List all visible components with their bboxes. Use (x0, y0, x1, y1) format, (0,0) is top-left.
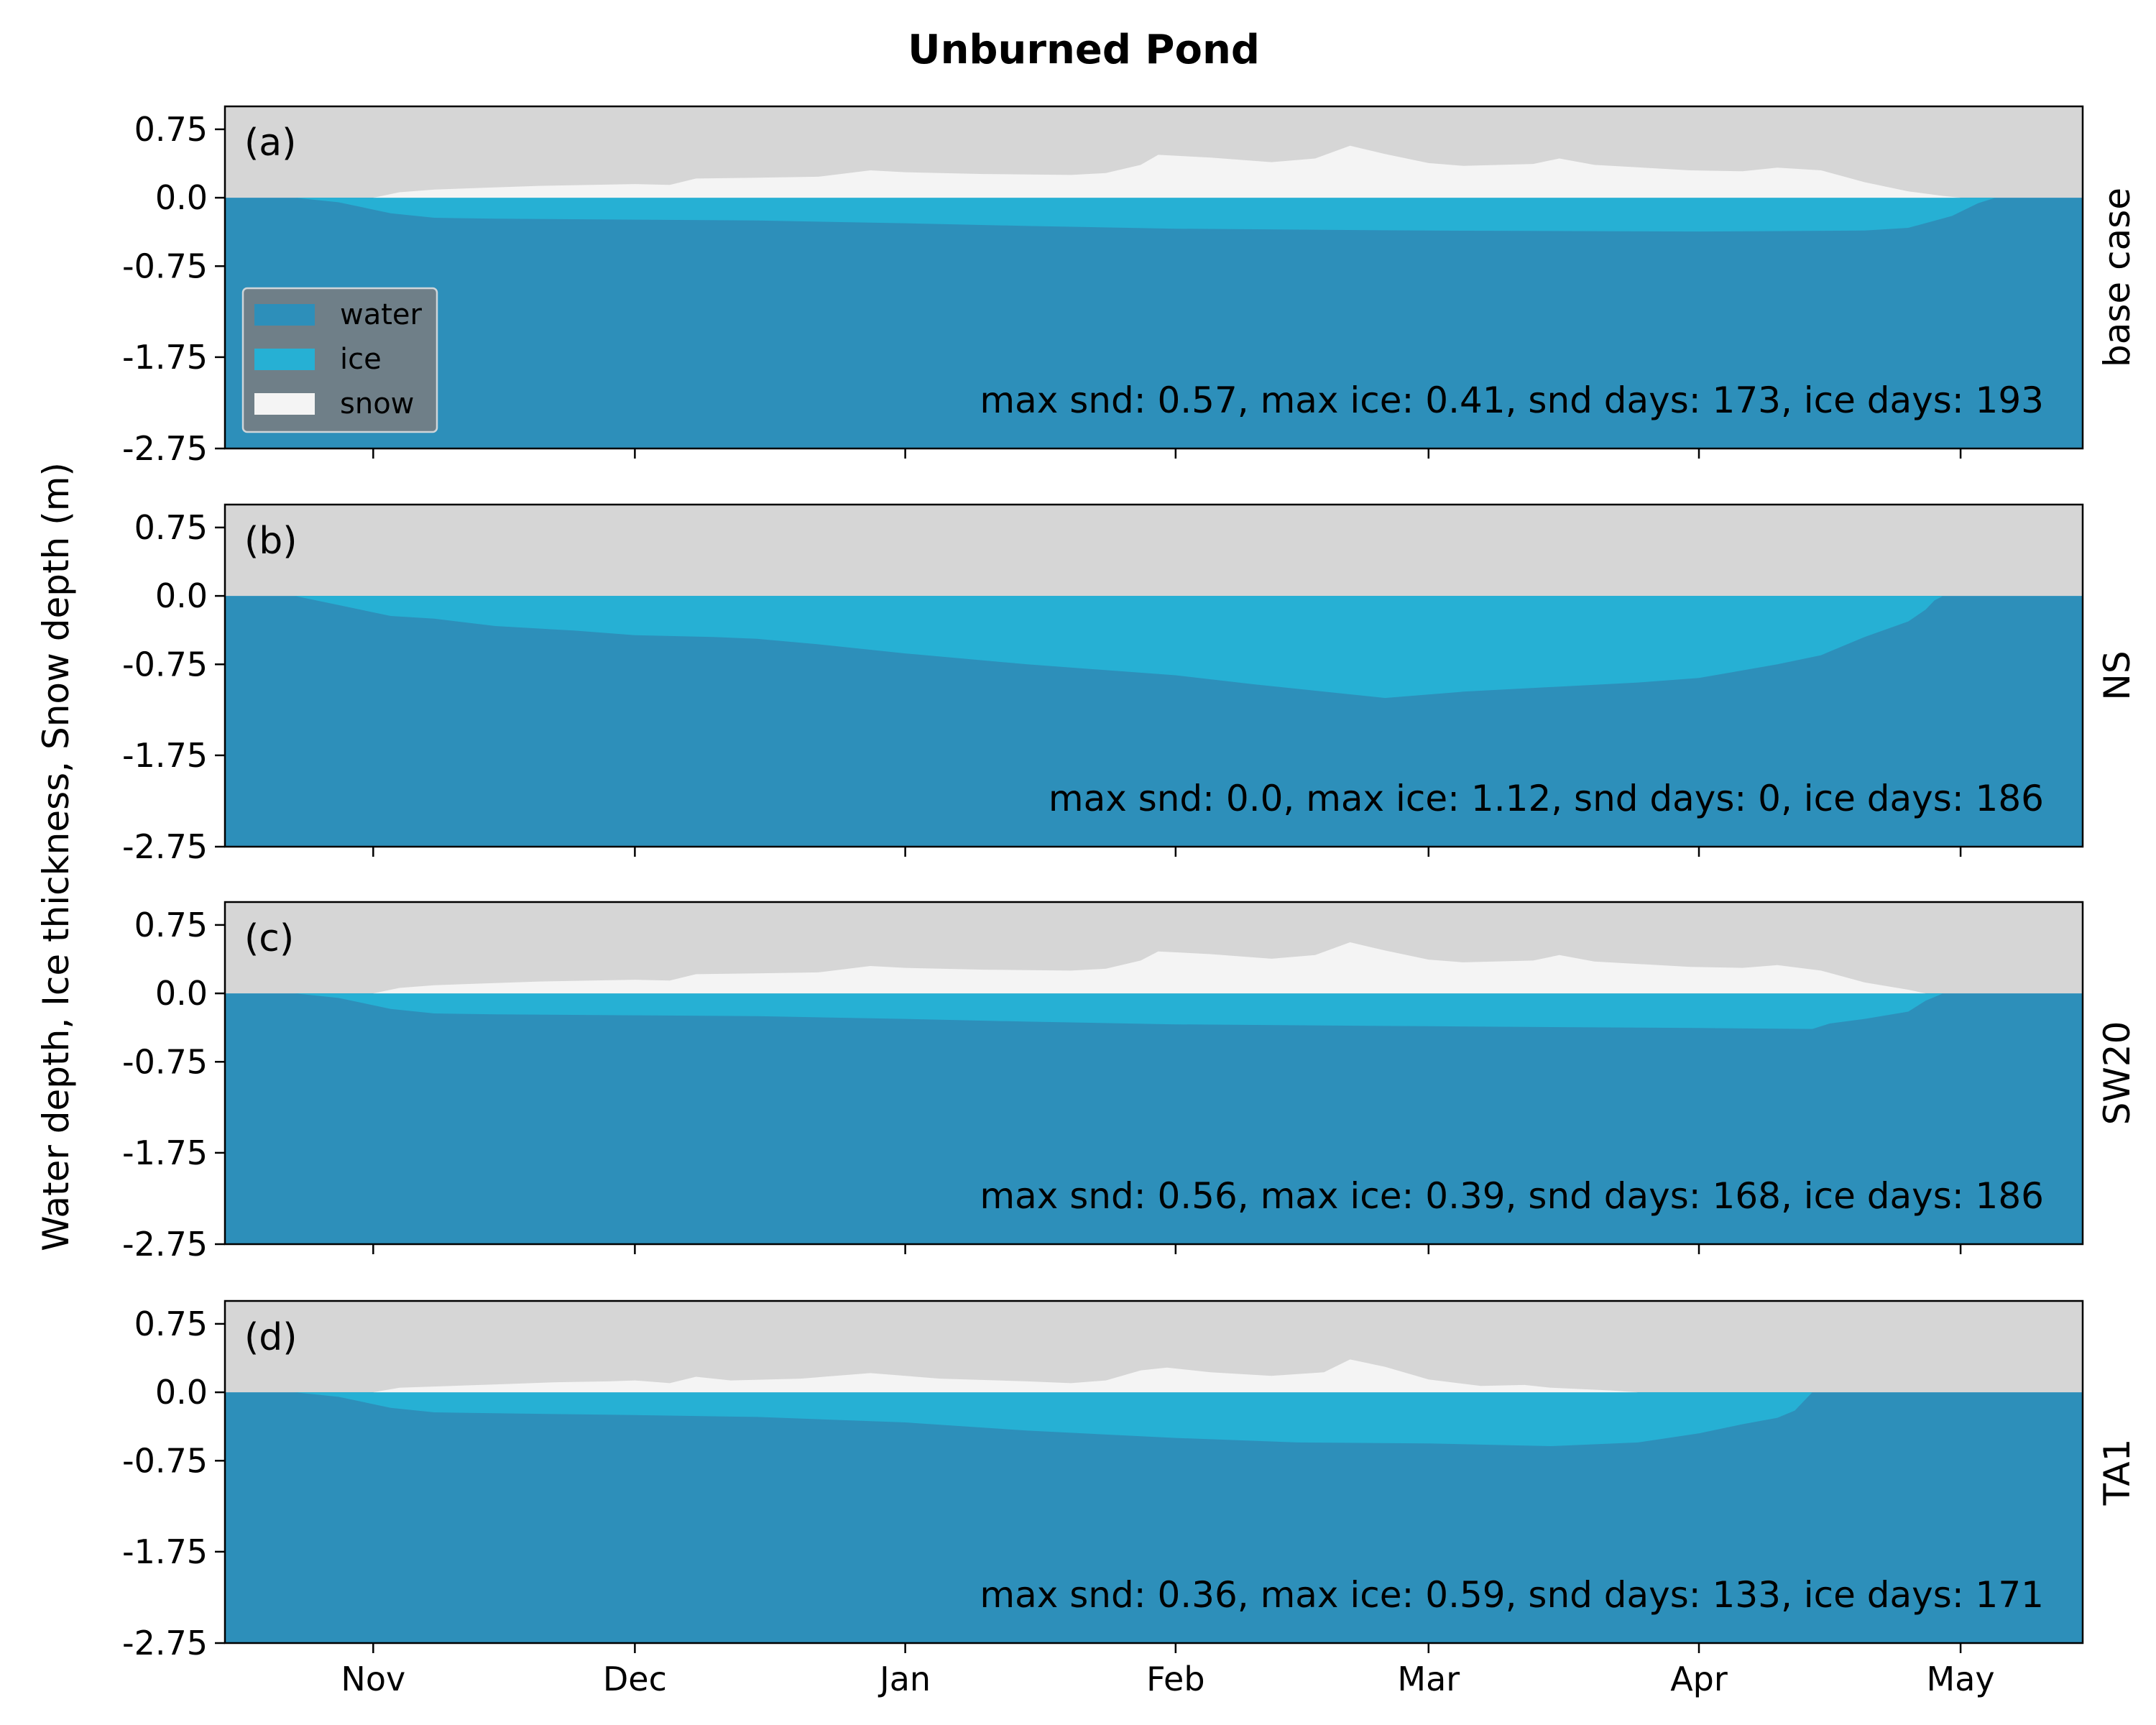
y-tick-label: 0.0 (155, 1373, 208, 1412)
panel-a: 0.75 0.0 -0.75 -1.75 -2.75 (a) max snd: 0.57, … (122, 105, 2138, 468)
panels: 0.75 0.0 -0.75 -1.75 -2.75 (a) max snd: 0.57, … (122, 105, 2138, 1698)
stats-annotation: max snd: 0.56, max ice: 0.39, snd days: … (980, 1175, 2044, 1217)
x-tick-label: Mar (1397, 1660, 1460, 1698)
panel-label: (c) (244, 917, 294, 960)
axes-frame (224, 1300, 2084, 1644)
panel-b: 0.75 0.0 -0.75 -1.75 -2.75 (b) max snd: 0.0, m… (122, 503, 2138, 866)
y-tick-label: 0.75 (134, 1305, 208, 1343)
x-tick-label: Feb (1146, 1660, 1204, 1698)
stats-annotation: max snd: 0.36, max ice: 0.59, snd days: … (980, 1574, 2044, 1616)
snow-area (373, 1359, 1639, 1393)
stats-annotation: max snd: 0.57, max ice: 0.41, snd days: … (980, 380, 2044, 421)
y-axis-label: Water depth, Ice thickness, Snow depth (… (35, 462, 77, 1251)
x-tick-label: May (1927, 1660, 1995, 1698)
y-tick-label: -1.75 (122, 736, 208, 775)
y-tick-label: -0.75 (122, 247, 208, 285)
legend-label-ice: ice (340, 343, 382, 376)
water-area (225, 198, 2083, 448)
x-tick-label: Apr (1670, 1660, 1728, 1698)
plot-area (225, 106, 2083, 448)
axes-frame (224, 105, 2084, 450)
legend-label-water: water (340, 298, 423, 331)
water-area (225, 993, 2083, 1244)
y-tick-label: -2.75 (122, 429, 208, 468)
y-tick-label: -0.75 (122, 645, 208, 684)
y-tick-label: -1.75 (122, 1532, 208, 1571)
snow-area (373, 145, 1961, 198)
y-tick-label: 0.0 (155, 576, 208, 615)
y-tick-label: -1.75 (122, 1133, 208, 1172)
x-tick-label: Dec (603, 1660, 667, 1698)
y-tick-label: -2.75 (122, 1225, 208, 1264)
y-tick-label: -2.75 (122, 1624, 208, 1662)
panel-label: (d) (244, 1316, 298, 1359)
panel-d: 0.75 0.0 -0.75 -1.75 -2.75 Nov Dec Jan Feb Mar Apr… (122, 1300, 2138, 1698)
legend: water ice snow (241, 287, 438, 433)
plot-area (225, 1301, 2083, 1643)
axes-frame (224, 503, 2084, 848)
panel-side-label: SW20 (2096, 1021, 2138, 1126)
axes-frame (224, 901, 2084, 1246)
y-tick-label: 0.0 (155, 178, 208, 217)
ice-area (295, 993, 1943, 1029)
y-tick-label: -0.75 (122, 1441, 208, 1480)
ice-area (295, 1392, 1812, 1446)
legend-swatch-water (254, 304, 315, 326)
legend-label-snow: snow (340, 387, 414, 420)
figure-title: Unburned Pond (908, 27, 1260, 73)
plot-area (225, 505, 2083, 847)
panel-side-label: TA1 (2096, 1439, 2138, 1506)
panel-side-label: base case (2096, 188, 2138, 367)
y-tick-label: 0.0 (155, 974, 208, 1013)
legend-swatch-snow (254, 393, 315, 415)
ice-area (295, 198, 1996, 232)
y-tick-label: -0.75 (122, 1042, 208, 1081)
stats-annotation: max snd: 0.0, max ice: 1.12, snd days: 0… (1049, 778, 2044, 819)
air-background (225, 505, 2083, 597)
y-tick-label: -2.75 (122, 827, 208, 866)
y-tick-label: 0.75 (134, 110, 208, 149)
panel-c: 0.75 0.0 -0.75 -1.75 -2.75 (c) max snd: 0.56, … (122, 901, 2138, 1264)
panel-side-label: NS (2096, 650, 2138, 700)
legend-swatch-ice (254, 349, 315, 370)
snow-area (373, 942, 1926, 994)
panel-label: (a) (244, 121, 296, 165)
x-tick-label: Jan (877, 1660, 931, 1698)
plot-area (225, 902, 2083, 1244)
y-tick-label: 0.75 (134, 906, 208, 944)
panel-label: (b) (244, 520, 298, 563)
y-tick-label: 0.75 (134, 508, 208, 547)
ice-area (295, 596, 1943, 699)
x-tick-label: Nov (341, 1660, 405, 1698)
y-tick-label: -1.75 (122, 338, 208, 377)
